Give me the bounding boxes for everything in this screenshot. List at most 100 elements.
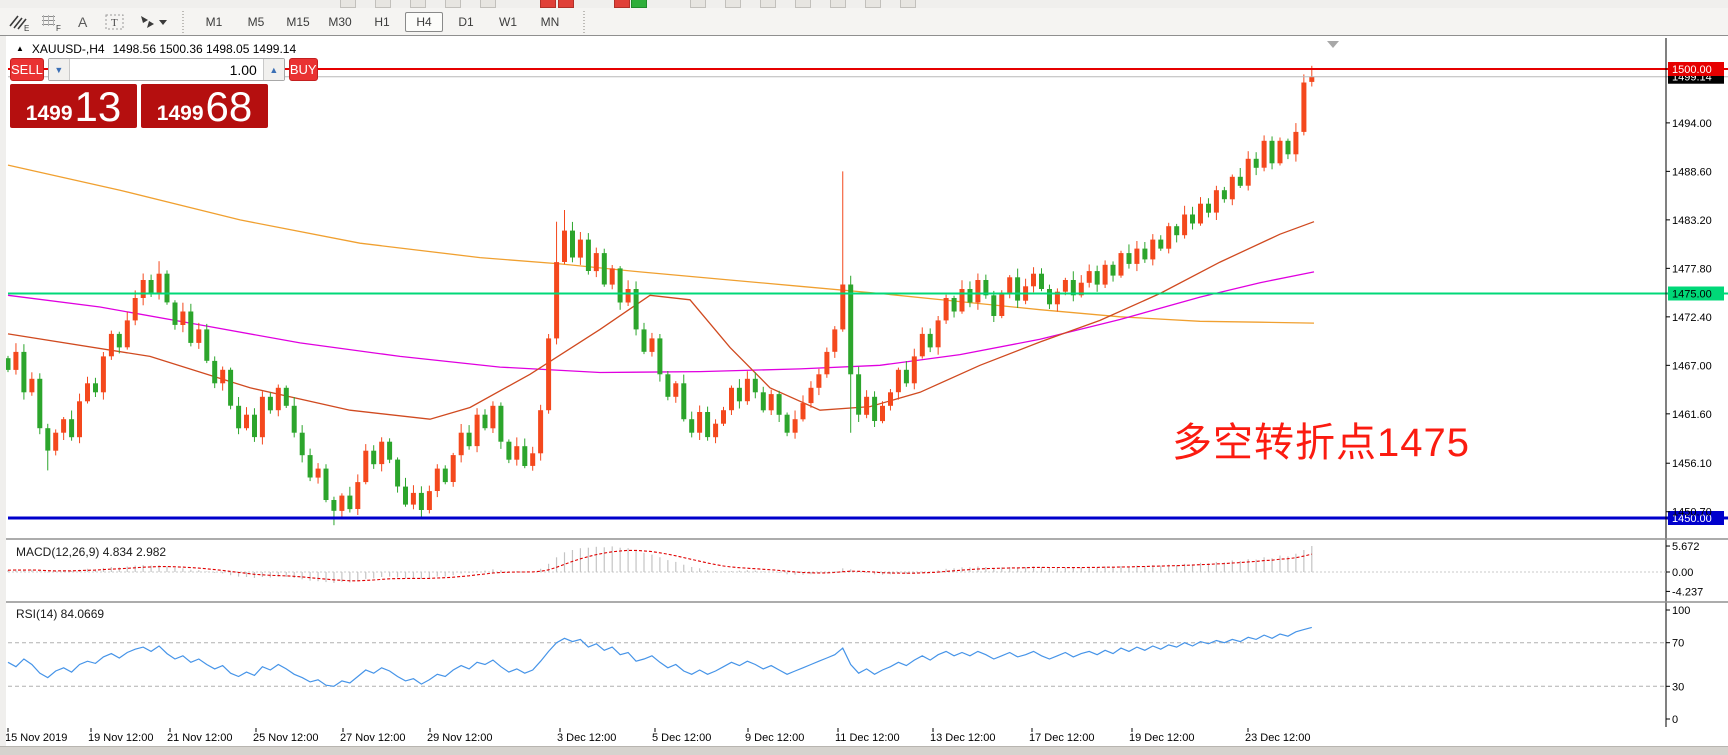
candle-body bbox=[100, 356, 106, 393]
candle-body bbox=[895, 369, 901, 393]
timeframe-button-h4[interactable]: H4 bbox=[405, 11, 443, 32]
candle-body bbox=[6, 358, 11, 370]
candle-body bbox=[991, 295, 997, 316]
candle-body bbox=[888, 392, 893, 406]
clipped-upper-toolbar bbox=[0, 0, 1728, 8]
candle-body bbox=[816, 374, 822, 388]
price-tick-label: 1494.00 bbox=[1672, 118, 1712, 130]
price-tick-label: 1467.00 bbox=[1672, 360, 1712, 372]
candle-body bbox=[736, 387, 742, 402]
clipped-icon bbox=[340, 0, 356, 8]
chart-shift-marker-icon[interactable] bbox=[1327, 41, 1339, 48]
buy-price-tile[interactable]: 1499 68 bbox=[141, 84, 268, 128]
candle-body bbox=[1301, 82, 1307, 132]
clipped-icon bbox=[830, 0, 846, 8]
candle-body bbox=[927, 333, 933, 348]
price-tick-label: 1488.60 bbox=[1672, 166, 1712, 178]
candle-body bbox=[593, 253, 599, 272]
timeframe-button-h1[interactable]: H1 bbox=[374, 14, 390, 29]
candle-body bbox=[259, 396, 265, 438]
candle-body bbox=[77, 401, 82, 438]
candle-body bbox=[546, 338, 552, 411]
candle-body bbox=[458, 432, 464, 456]
date-tick-label: 17 Dec 12:00 bbox=[1029, 732, 1094, 744]
textbox-icon[interactable]: T bbox=[102, 11, 128, 33]
candle-body bbox=[434, 468, 440, 491]
candle-body bbox=[323, 468, 329, 500]
candle-body bbox=[530, 453, 536, 466]
macd-tick-label: 0.00 bbox=[1672, 567, 1693, 579]
buy-button[interactable]: BUY bbox=[288, 58, 318, 81]
sell-price-major: 1499 bbox=[25, 102, 73, 125]
candle-body bbox=[1031, 273, 1036, 287]
date-tick-label: 11 Dec 12:00 bbox=[835, 732, 900, 744]
macd-tick-label: -4.237 bbox=[1672, 586, 1703, 598]
candle-body bbox=[919, 333, 925, 357]
price-chart-canvas[interactable]: 1475.001450.001499.141500.001494.001488.… bbox=[6, 36, 1728, 746]
timeframe-button-m15[interactable]: M15 bbox=[286, 14, 310, 29]
candle-body bbox=[1206, 203, 1211, 213]
candle-body bbox=[601, 253, 607, 285]
timeframe-button-m30[interactable]: M30 bbox=[328, 14, 352, 29]
timeframe-button-m1[interactable]: M1 bbox=[205, 14, 223, 29]
date-tick-label: 27 Nov 12:00 bbox=[340, 732, 405, 744]
clipped-icon bbox=[795, 0, 811, 8]
volume-stepper: ▼ ▲ bbox=[47, 58, 285, 81]
text-a-icon[interactable]: A bbox=[70, 11, 96, 33]
timeframe-button-m5[interactable]: M5 bbox=[247, 14, 265, 29]
grid-f-icon[interactable]: F bbox=[38, 11, 64, 33]
clipped-icon bbox=[375, 0, 391, 8]
volume-decrease-button[interactable]: ▼ bbox=[48, 59, 70, 80]
candle-body bbox=[514, 446, 520, 460]
clipped-icon bbox=[480, 0, 496, 8]
candle-body bbox=[665, 374, 671, 397]
candle-body bbox=[1062, 280, 1068, 292]
candle-body bbox=[132, 298, 138, 321]
dropdown-caret-icon bbox=[159, 19, 167, 25]
price-tag-label: 1450.00 bbox=[1672, 513, 1712, 525]
clipped-icon bbox=[690, 0, 706, 8]
candle-body bbox=[848, 284, 854, 375]
ma-red bbox=[7, 221, 1315, 420]
candle-body bbox=[69, 419, 75, 438]
date-tick-label: 3 Dec 12:00 bbox=[557, 732, 616, 744]
candle-body bbox=[387, 441, 393, 460]
candle-body bbox=[1253, 158, 1259, 168]
sell-button[interactable]: SELL bbox=[10, 58, 44, 81]
symbol-timeframe-label: XAUUSD-,H4 bbox=[31, 42, 105, 56]
candle-body bbox=[705, 412, 711, 438]
candle-body bbox=[625, 289, 631, 303]
sell-price-tile[interactable]: 1499 13 bbox=[10, 84, 137, 128]
buy-price-pips: 68 bbox=[205, 83, 253, 131]
candle-body bbox=[1134, 248, 1140, 264]
price-tick-label: 1461.60 bbox=[1672, 409, 1712, 421]
candle-body bbox=[1182, 214, 1188, 236]
clipped-icon bbox=[900, 0, 916, 8]
candle-body bbox=[641, 329, 647, 352]
status-strip bbox=[0, 746, 1728, 755]
candle-body bbox=[1110, 264, 1116, 276]
candle-body bbox=[228, 369, 234, 406]
candle-body bbox=[403, 486, 408, 505]
hatch-e-icon[interactable]: E bbox=[6, 11, 32, 33]
timeframe-button-w1[interactable]: W1 bbox=[499, 14, 517, 29]
candle-body bbox=[21, 351, 27, 393]
volume-increase-button[interactable]: ▲ bbox=[262, 59, 284, 80]
candle-body bbox=[506, 441, 512, 460]
candle-body bbox=[649, 338, 655, 352]
timeframe-button-mn[interactable]: MN bbox=[540, 14, 560, 29]
candle-body bbox=[792, 419, 798, 433]
candle-body bbox=[172, 302, 178, 325]
arrows-icon[interactable] bbox=[134, 11, 170, 33]
candle-body bbox=[1229, 176, 1235, 200]
collapse-arrow-icon[interactable]: ▲ bbox=[16, 44, 24, 53]
candle-body bbox=[1309, 76, 1315, 82]
volume-input[interactable] bbox=[69, 59, 263, 80]
rsi-label: RSI(14) 84.0669 bbox=[16, 607, 105, 621]
chart-toolbar: E F A T M1 M5 M15 M30 H1 H4 D1 W1 MN bbox=[0, 8, 1728, 36]
candle-body bbox=[689, 419, 695, 433]
timeframe-button-d1[interactable]: D1 bbox=[458, 14, 474, 29]
candle-body bbox=[148, 280, 154, 294]
one-click-trade-panel: SELL ▼ ▲ BUY 1499 13 1499 68 bbox=[10, 58, 318, 128]
candle-body bbox=[832, 329, 838, 352]
